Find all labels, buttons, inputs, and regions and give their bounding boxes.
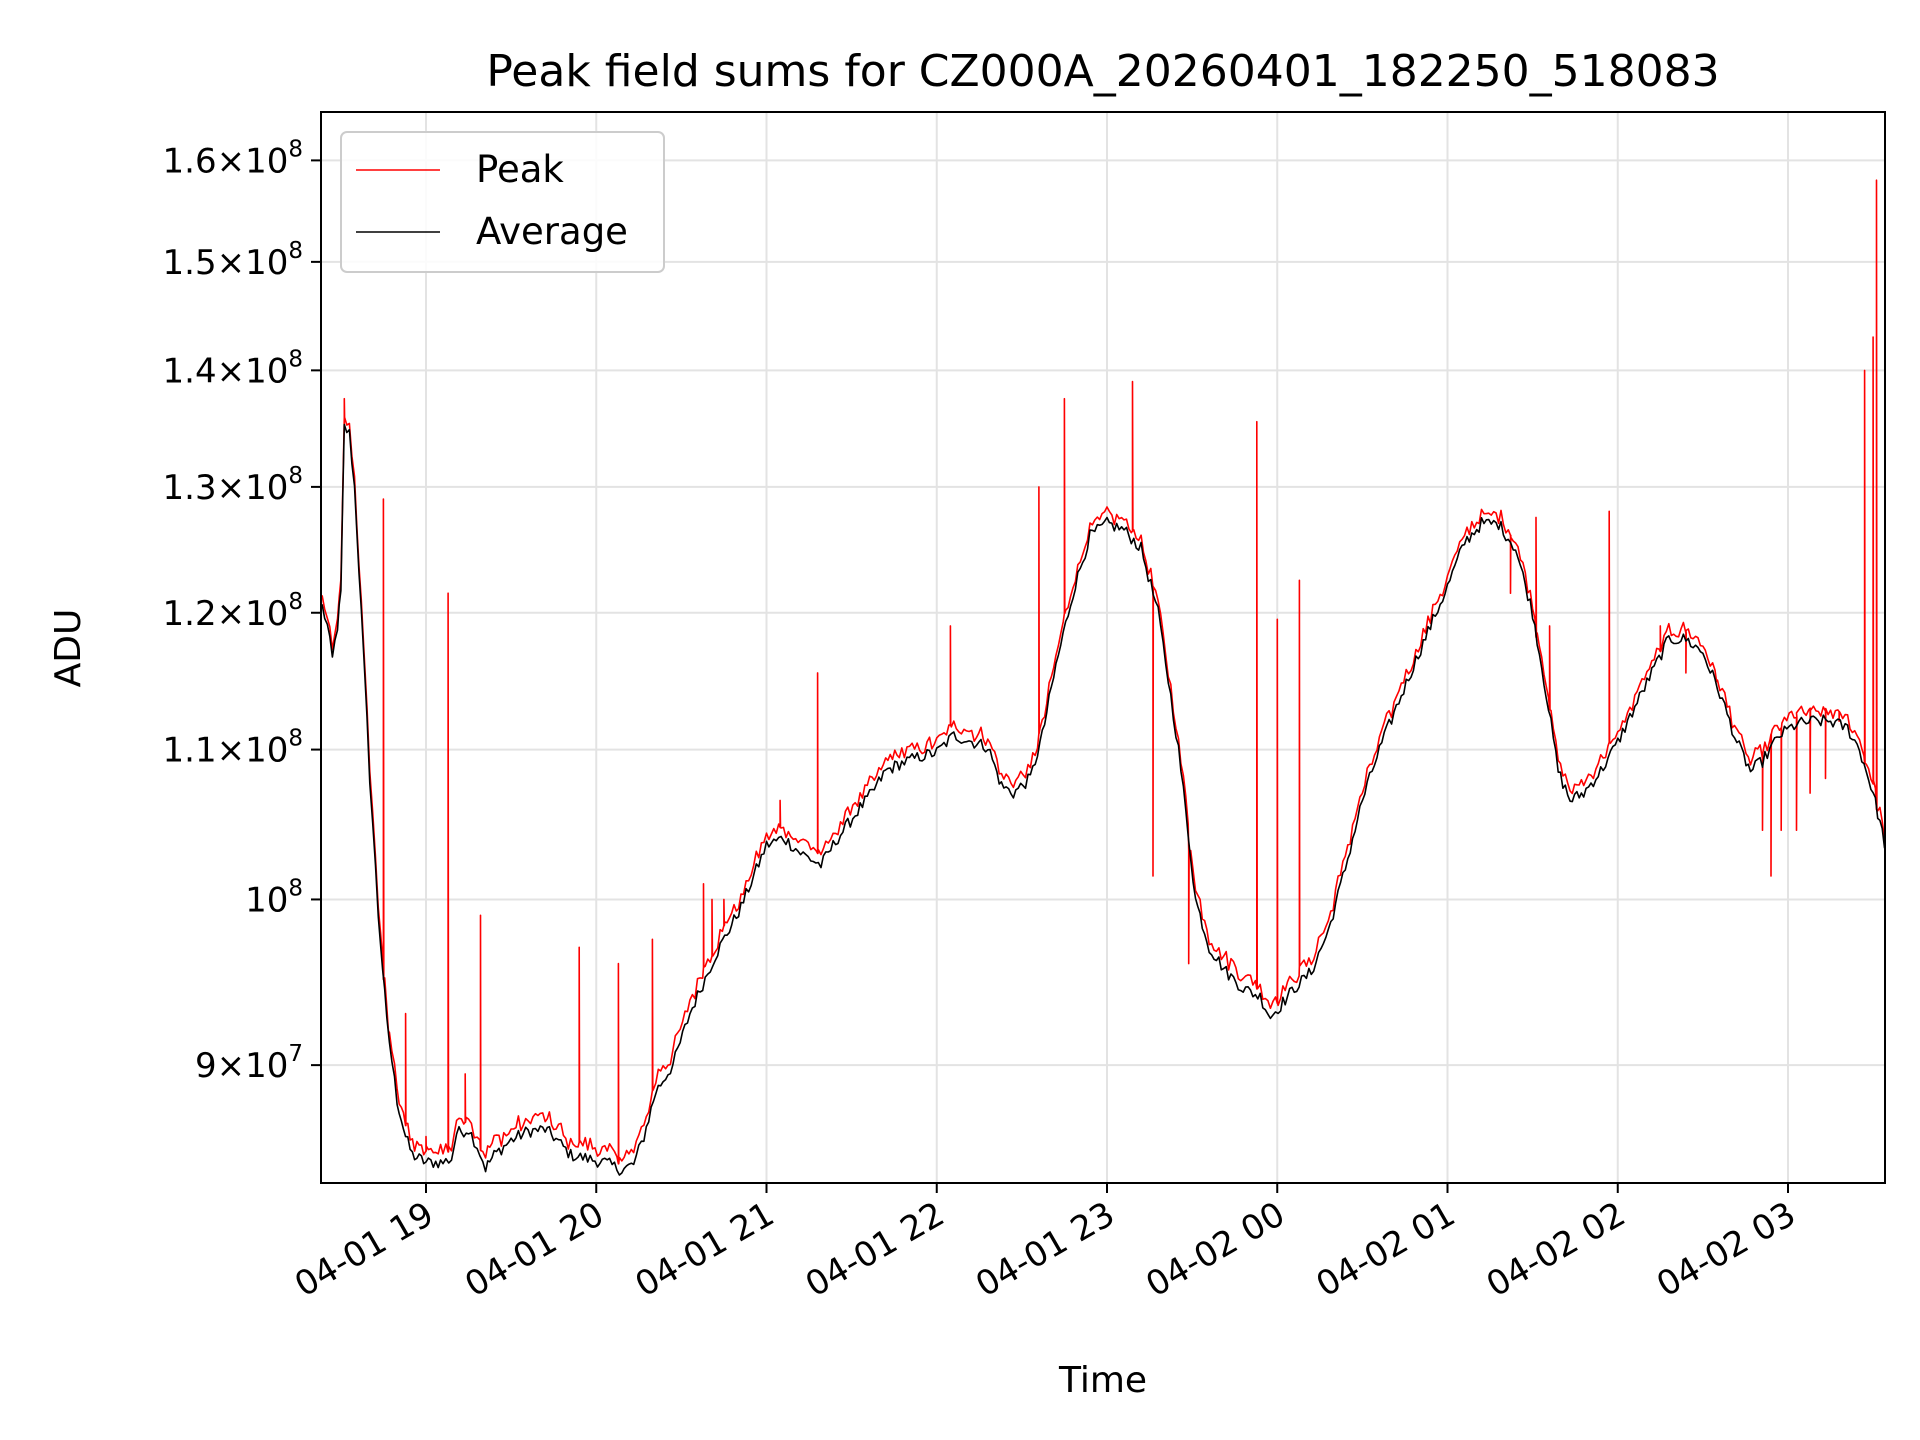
y-tick-label: 1.2×108 (163, 589, 303, 634)
legend-box (340, 131, 665, 273)
y-axis-label: ADU (48, 609, 89, 688)
x-tick-label: 04-01 22 (799, 1194, 951, 1305)
x-tick-label: 04-02 01 (1310, 1194, 1462, 1305)
y-tick-label: 1.5×108 (163, 238, 303, 283)
x-axis-label: Time (1058, 1360, 1147, 1401)
y-tick-label: 1.4×108 (163, 346, 303, 391)
plot-frame (320, 111, 1886, 1184)
x-tick-label: 04-02 03 (1650, 1194, 1802, 1305)
x-tick-label: 04-01 19 (288, 1194, 440, 1305)
series-layer (321, 179, 1885, 1176)
x-tick-label: 04-01 23 (969, 1194, 1121, 1305)
x-tick-label: 04-02 02 (1480, 1194, 1632, 1305)
x-tick-label: 04-01 21 (629, 1194, 781, 1305)
series-line-average (321, 423, 1885, 1176)
legend-label-average: Average (476, 210, 628, 253)
series-line-peak (321, 179, 1885, 1165)
legend-label-peak: Peak (476, 148, 564, 191)
y-tick-label: 108 (245, 875, 303, 920)
y-tick-label: 1.1×108 (163, 726, 303, 771)
y-axis-ticks: 9×107 108 1.1×108 1.2×108 1.3×108 1.4×108 1.5×… (163, 136, 321, 1086)
x-tick-label: 04-02 00 (1139, 1194, 1291, 1305)
chart-title: Peak field sums for CZ000A_20260401_1822… (486, 46, 1719, 97)
legend: Peak Average (340, 131, 665, 273)
y-tick-label: 1.6×108 (163, 136, 303, 181)
y-tick-label: 1.3×108 (163, 463, 303, 508)
x-tick-label: 04-01 20 (458, 1194, 610, 1305)
y-tick-label: 9×107 (195, 1041, 303, 1086)
x-axis-ticks: 04-01 19 04-01 20 04-01 21 04-01 22 04-01 23… (288, 1183, 1803, 1305)
